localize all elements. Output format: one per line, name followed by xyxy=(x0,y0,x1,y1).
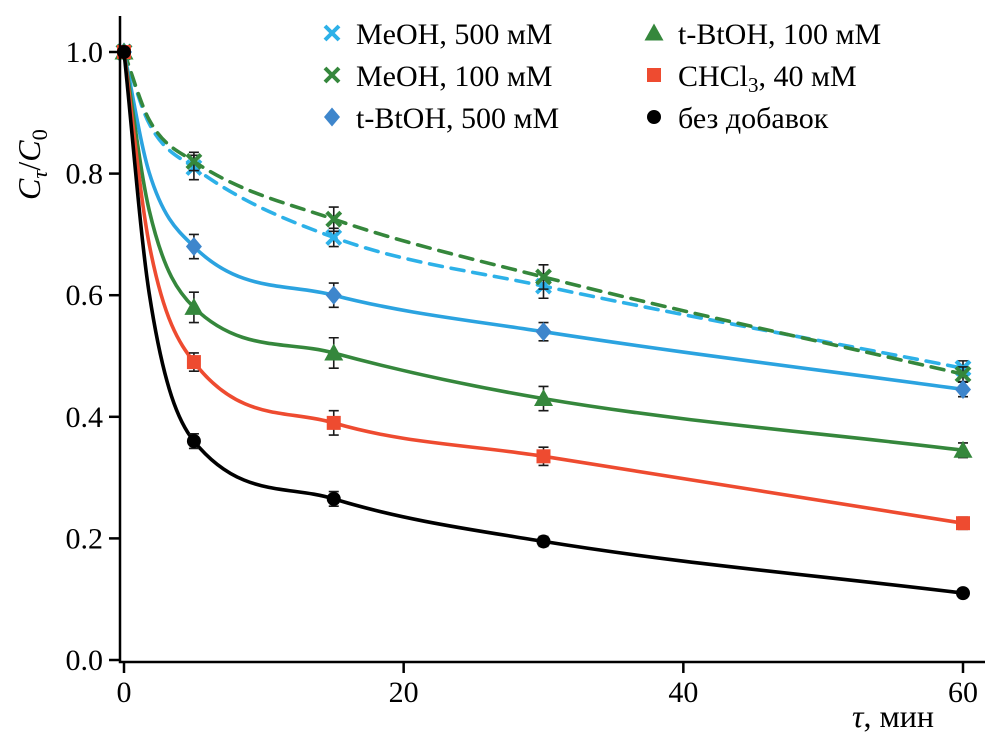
x-tick-label: 40 xyxy=(668,676,698,709)
legend-item-chcl3-40: CHCl3, 40 мМ xyxy=(647,60,857,97)
y-tick-label: 0.0 xyxy=(66,644,104,677)
square-marker xyxy=(326,415,341,430)
diamond-marker xyxy=(955,379,971,399)
fit-curve-t-btoh-100 xyxy=(122,50,965,452)
legend-label-meoh-500: MeOH, 500 мМ xyxy=(356,18,552,51)
x-marker xyxy=(535,268,552,286)
square-marker xyxy=(186,355,201,370)
x-tick-labels: 0 20 40 60 xyxy=(117,676,979,709)
square-marker xyxy=(956,516,970,531)
diamond-marker xyxy=(535,322,552,342)
y-tick-label: 0.2 xyxy=(66,522,104,555)
x-marker xyxy=(323,66,341,84)
legend-label-meoh-100: MeOH, 100 мМ xyxy=(356,60,552,93)
legend-label-t-btoh-100: t-BtOH, 100 мМ xyxy=(678,18,881,51)
circle-marker xyxy=(536,534,551,549)
y-tick-label: 0.8 xyxy=(66,158,104,191)
y-tick-label: 1.0 xyxy=(66,36,104,69)
y-tick-label: 0.4 xyxy=(66,401,104,434)
legend-item-no-additives: без добавок xyxy=(647,102,829,135)
fit-curve-meoh-500 xyxy=(122,50,965,370)
y-tick-label: 0.6 xyxy=(66,279,104,312)
x-marker xyxy=(325,229,343,246)
triangle-marker xyxy=(534,389,553,407)
square-marker xyxy=(647,68,661,82)
diamond-marker xyxy=(185,237,202,257)
x-axis-label: τ, мин xyxy=(852,698,934,734)
x-tick-label: 60 xyxy=(948,676,978,709)
legend-item-t-btoh-100: t-BtOH, 100 мМ xyxy=(644,18,881,51)
x-axis-ticks xyxy=(122,662,965,673)
legend-label-chcl3-40: CHCl3, 40 мМ xyxy=(678,60,857,97)
circle-marker xyxy=(647,110,661,124)
axis-lines xyxy=(118,16,985,664)
axes xyxy=(109,16,985,673)
x-marker xyxy=(185,153,203,170)
x-marker xyxy=(323,24,341,42)
fit-curve-chcl3-40 xyxy=(122,50,965,525)
triangle-marker xyxy=(644,23,664,41)
triangle-marker xyxy=(953,440,973,458)
diamond-marker xyxy=(325,285,342,305)
series-meoh-100 xyxy=(115,43,972,383)
legend: MeOH, 500 мМ MeOH, 100 мМ t-BtOH, 500 мМ t-… xyxy=(323,18,881,135)
y-axis-ticks xyxy=(109,50,120,662)
x-marker xyxy=(954,365,972,383)
legend-label-t-btoh-500: t-BtOH, 500 мМ xyxy=(356,102,559,135)
square-marker xyxy=(536,449,551,464)
circle-marker xyxy=(326,491,341,506)
y-axis-label: Cτ/C0 xyxy=(11,129,52,200)
legend-item-meoh-100: MeOH, 100 мМ xyxy=(323,60,552,93)
legend-item-meoh-500: MeOH, 500 мМ xyxy=(323,18,552,51)
fit-curve-no-additives xyxy=(122,50,965,595)
x-tick-label: 0 xyxy=(117,676,132,709)
legend-item-t-btoh-500: t-BtOH, 500 мМ xyxy=(324,102,559,135)
x-marker xyxy=(325,210,343,228)
legend-label-no-additives: без добавок xyxy=(678,102,829,135)
circle-marker xyxy=(956,586,970,601)
diamond-marker xyxy=(324,107,340,127)
fit-curve-meoh-100 xyxy=(122,50,965,376)
y-tick-labels: 0.0 0.2 0.4 0.6 0.8 1.0 xyxy=(66,36,104,677)
circle-marker xyxy=(186,434,201,449)
x-tick-label: 20 xyxy=(389,676,419,709)
triangle-marker xyxy=(184,297,204,315)
triangle-marker xyxy=(324,343,344,361)
